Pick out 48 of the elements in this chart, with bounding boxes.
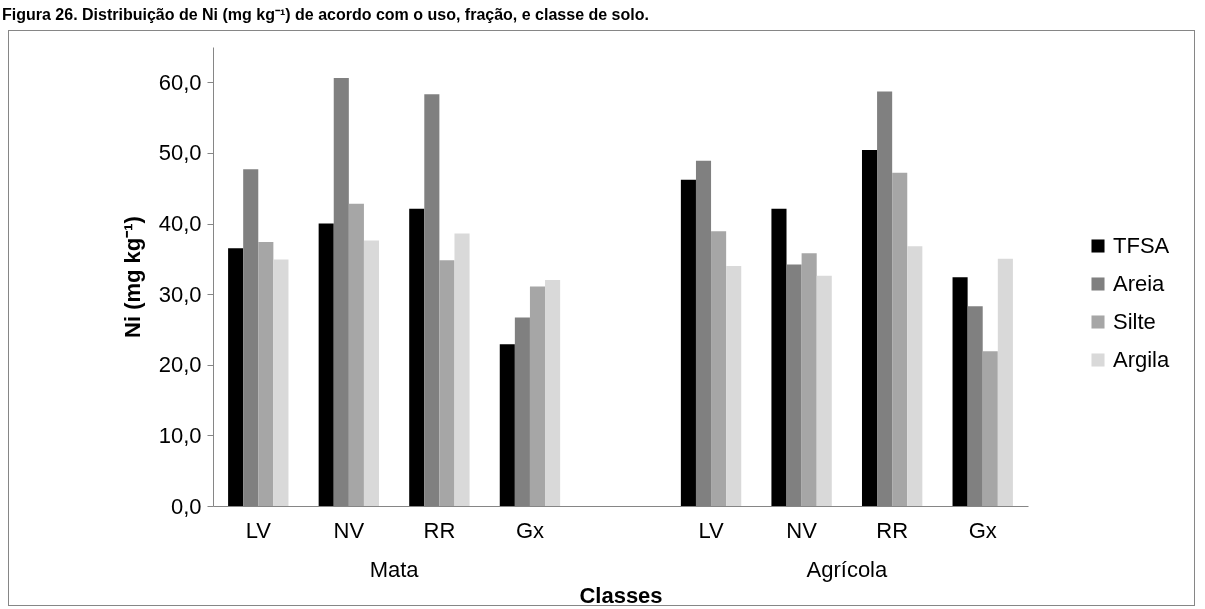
bar [273, 259, 289, 506]
bar [982, 351, 998, 506]
bar [892, 172, 908, 506]
bar [363, 240, 380, 506]
y-axis-title: Ni (mg kg⁻¹) [119, 216, 145, 338]
bar [907, 246, 923, 506]
text: Agrícola [806, 557, 888, 582]
bar [348, 203, 364, 506]
text: Mata [369, 557, 420, 582]
legend-label: Argila [1113, 347, 1171, 372]
x-axis-title: Classes [579, 582, 663, 608]
y-tick-label: 0,0 [170, 493, 202, 519]
bar [228, 248, 244, 506]
bar [454, 233, 470, 506]
x-tick-label: NV [786, 517, 818, 543]
bar [726, 265, 742, 506]
x-tick-label: NV [333, 517, 365, 543]
bar [439, 260, 455, 506]
bar [801, 253, 817, 506]
x-tick-label: Gx [968, 517, 997, 543]
y-tick-label: 20,0 [158, 352, 202, 378]
x-tick-label: LV [245, 517, 272, 543]
legend-label: TFSA [1113, 233, 1170, 258]
bar [545, 280, 561, 506]
x-tick-label: Gx [515, 517, 545, 543]
y-tick-label: 10,0 [158, 422, 202, 448]
bar [529, 286, 546, 506]
bar [771, 208, 787, 506]
bar [258, 241, 274, 506]
bar [711, 231, 727, 506]
bar [409, 208, 425, 506]
x-tick-label: LV [698, 517, 725, 543]
bar [952, 277, 968, 506]
bar [680, 179, 696, 506]
y-tick-label: 30,0 [158, 281, 202, 307]
bar [861, 150, 878, 506]
bar [318, 223, 334, 506]
y-tick-label: 50,0 [158, 140, 202, 166]
x-tick-label: RR [876, 517, 909, 543]
legend-label: Areia [1113, 271, 1166, 296]
bar [499, 344, 515, 506]
bar [997, 258, 1013, 506]
y-tick-label: 40,0 [158, 211, 202, 237]
chart-title: Figura 26. Distribuição de Ni (mg kg⁻¹) de acordo com o uso, fração, e classe de solo. [2, 6, 649, 23]
legend-label: Silte [1113, 309, 1156, 334]
y-tick-label: 60,0 [158, 69, 202, 95]
bar [816, 275, 832, 506]
x-tick-label: RR [423, 517, 456, 543]
